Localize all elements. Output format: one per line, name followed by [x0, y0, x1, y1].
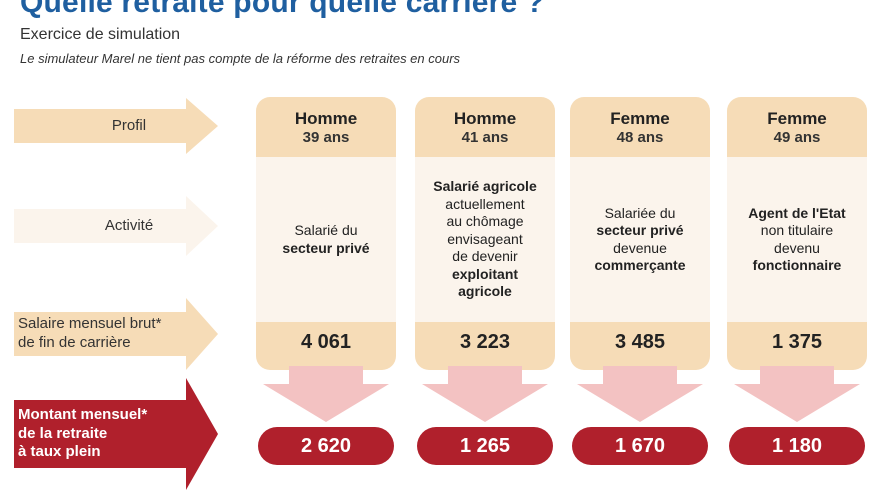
panel-footer-bg	[256, 322, 396, 370]
panel-footer-bg	[415, 322, 555, 370]
pension-amount: 1 670	[572, 427, 708, 465]
profile-column-1: Homme 39 ans Salarié du secteur privé 4 0…	[256, 97, 396, 370]
disclaimer-note: Le simulateur Marel ne tient pas compte …	[20, 51, 461, 66]
row-label-profil: Profil	[0, 98, 220, 154]
row-arrow-shape	[14, 98, 218, 154]
activity-line: de devenir	[452, 248, 518, 265]
panel-body-bg	[415, 157, 555, 322]
row-label-line: Montant mensuel*	[18, 405, 148, 423]
panel-body-bg	[570, 157, 710, 322]
profile-age: 49 ans	[773, 129, 821, 146]
down-arrow-icon	[422, 366, 548, 422]
panel-footer-bg	[570, 322, 710, 370]
activity-line: au chômage	[446, 213, 524, 230]
pension-amount: 2 620	[258, 427, 394, 465]
panel-header-bg	[570, 97, 710, 157]
profile-activity: Agent de l'Etat non titulaire devenu foncti…	[727, 157, 867, 322]
profile-age: 39 ans	[302, 129, 350, 146]
down-arrow-icon	[577, 366, 703, 422]
profile-salary: 4 061	[300, 331, 352, 353]
activity-line: commerçante	[594, 257, 686, 273]
profile-gender: Homme	[453, 109, 517, 128]
activity-line: secteur privé	[596, 222, 684, 238]
row-label-text-block: Montant mensuel* de la retraite à taux p…	[0, 378, 220, 490]
profile-column-2: Homme 41 ans Salarié agricole actuellemen…	[415, 97, 555, 370]
row-arrow-shape	[14, 196, 218, 256]
row-label-line: à taux plein	[18, 443, 101, 461]
profile-age: 41 ans	[461, 129, 509, 146]
activity-line: non titulaire	[760, 222, 834, 238]
profile-gender: Homme	[294, 109, 358, 128]
panel-body-bg	[256, 157, 396, 322]
activity-line: Salarié agricole	[433, 178, 537, 195]
activity-line: exploitant	[451, 265, 519, 282]
row-label-montant: Montant mensuel* de la retraite à taux p…	[0, 378, 220, 490]
row-label-text: Activité	[104, 216, 154, 234]
pension-amount: 1 265	[417, 427, 553, 465]
profile-column-4: Femme 49 ans Agent de l'Etat non titulair…	[727, 97, 867, 370]
row-label-text: Profil	[111, 116, 147, 134]
profile-age: 48 ans	[616, 129, 664, 146]
page-subtitle: Exercice de simulation	[20, 26, 181, 43]
profile-salary: 3 223	[459, 331, 511, 353]
down-arrow-icon	[263, 366, 389, 422]
panel-header-bg	[727, 97, 867, 157]
row-label-line: Salaire mensuel brut*	[18, 315, 162, 333]
profile-salary: 3 485	[614, 331, 666, 353]
profile-column-3: Femme 48 ans Salariée du secteur privé dev…	[570, 97, 710, 370]
profile-activity: Salarié agricole actuellement au chômage en…	[415, 157, 555, 322]
activity-line: Salariée du	[604, 204, 676, 221]
page-title: Quelle retraite pour quelle carrière ?	[20, 0, 545, 19]
row-label-activite: Activité	[0, 196, 220, 256]
row-label-line: de fin de carrière	[18, 334, 131, 351]
activity-line: Salarié du	[294, 222, 358, 238]
down-arrow-icon	[734, 366, 860, 422]
profile-gender: Femme	[767, 109, 827, 128]
activity-line: devenue	[613, 239, 667, 256]
activity-line: actuellement	[445, 195, 525, 212]
activity-line: Agent de l'Etat	[748, 204, 846, 221]
row-label-line: de la retraite	[18, 424, 108, 442]
profile-gender: Femme	[610, 109, 670, 128]
activity-line: secteur privé	[282, 239, 370, 256]
activity-line: devenu	[774, 239, 820, 256]
profile-salary: 1 375	[771, 331, 823, 353]
activity-line: agricole	[458, 283, 512, 300]
panel-header-bg	[415, 97, 555, 157]
panel-header-bg	[256, 97, 396, 157]
row-arrow-shape	[14, 298, 218, 370]
row-arrow-shape	[14, 378, 218, 490]
row-label-text-block: Salaire mensuel brut* de fin de carrière	[0, 298, 220, 370]
activity-line: fonctionnaire	[752, 257, 842, 273]
profile-activity: Salarié du secteur privé	[256, 157, 396, 322]
panel-footer-bg	[727, 322, 867, 370]
profile-activity: Salariée du secteur privé devenue commerçan…	[570, 157, 710, 322]
panel-body-bg	[727, 157, 867, 322]
pension-amount: 1 180	[729, 427, 865, 465]
activity-line: envisageant	[447, 230, 523, 247]
row-label-salaire: Salaire mensuel brut* de fin de carrière	[0, 298, 220, 370]
